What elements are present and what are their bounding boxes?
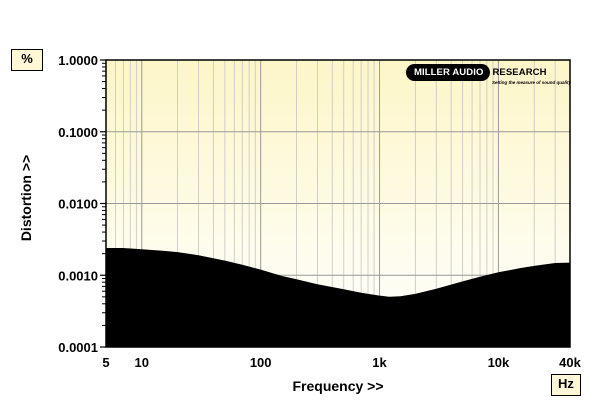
miller-audio-research-logo: MILLER AUDIO RESEARCH	[406, 62, 547, 82]
y-unit-label: %	[11, 49, 43, 71]
x-tick-label: 10	[135, 355, 149, 370]
y-tick-label: 0.1000	[58, 125, 98, 140]
x-tick-label: 1k	[372, 355, 387, 370]
logo-rest-text: RESEARCH	[492, 66, 547, 78]
x-tick-label: 40k	[559, 355, 581, 370]
tick-marks	[100, 59, 106, 348]
y-axis-label: Distortion >>	[18, 154, 34, 242]
x-tick-label: 100	[250, 355, 272, 370]
y-tick-label: 1.0000	[58, 53, 98, 68]
logo-tagline: Setting the measure of sound quality	[492, 80, 572, 85]
y-tick-label: 0.0010	[58, 268, 98, 283]
y-tick-label: 0.0001	[58, 340, 98, 355]
plot-frame	[105, 59, 571, 348]
x-tick-labels: 5 10 100 1k 10k 40k	[102, 355, 581, 370]
x-tick-label: 10k	[488, 355, 510, 370]
logo-pill-text: MILLER AUDIO	[406, 63, 491, 81]
y-tick-labels: 1.0000 0.1000 0.0100 0.0010 0.0001	[58, 53, 98, 355]
distortion-area	[106, 248, 570, 347]
x-tick-label: 5	[102, 355, 109, 370]
x-unit-label: Hz	[551, 374, 581, 396]
x-axis-label: Frequency >>	[292, 378, 384, 394]
y-tick-label: 0.0100	[58, 197, 98, 212]
